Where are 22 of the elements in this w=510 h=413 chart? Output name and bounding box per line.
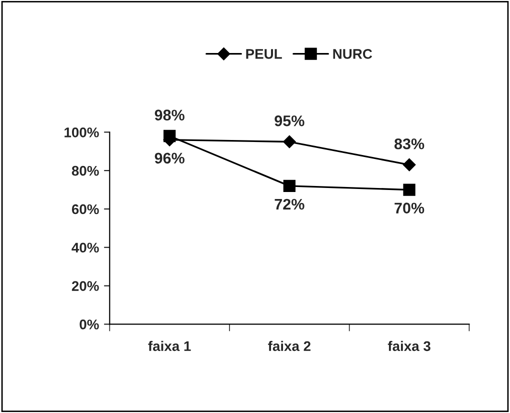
y-tick-label: 40% <box>72 242 99 253</box>
x-tick-label: faixa 3 <box>388 340 430 352</box>
data-label: 96% <box>154 152 184 164</box>
data-label: 98% <box>154 110 184 120</box>
data-label: 95% <box>274 115 304 126</box>
y-tick-label: 20% <box>72 281 99 291</box>
data-label: 70% <box>394 202 424 214</box>
y-tick-label: 60% <box>72 204 99 214</box>
y-tick-label: 100% <box>64 127 99 138</box>
point <box>283 180 296 192</box>
legend-label: PEUL <box>246 49 282 59</box>
y-tick-label: 0% <box>80 320 99 330</box>
point <box>164 130 176 142</box>
y-tick-label: 80% <box>72 166 99 176</box>
x-tick-label: faixa 2 <box>268 340 310 352</box>
legend-label: NURC <box>333 49 372 59</box>
point <box>402 158 416 172</box>
data-label: 72% <box>274 198 304 210</box>
x-tick-label: faixa 1 <box>148 340 191 352</box>
data-label: 83% <box>394 138 424 150</box>
point <box>403 184 416 196</box>
point <box>283 135 296 148</box>
